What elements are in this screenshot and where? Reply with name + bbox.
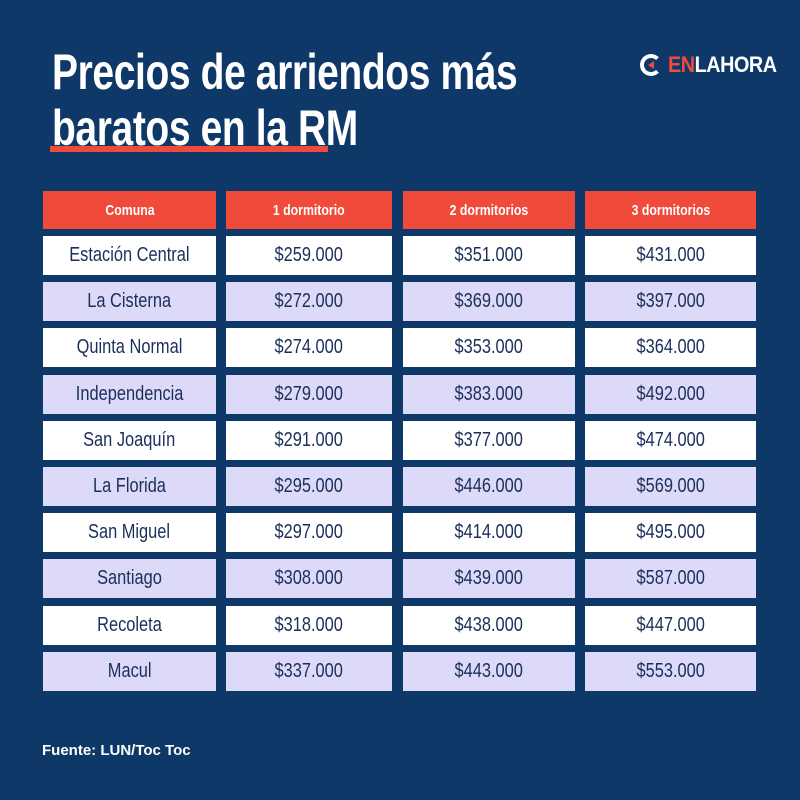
price-cell: $295.000 bbox=[226, 467, 392, 506]
logo-arrow-icon bbox=[640, 54, 662, 76]
column-header: 1 dormitorio bbox=[226, 191, 392, 229]
comuna-cell-text: Quinta Normal bbox=[76, 336, 183, 359]
price-cell-text: $438.000 bbox=[454, 613, 524, 636]
price-cell-text: $353.000 bbox=[454, 336, 524, 359]
page-title: Precios de arriendos más baratos en la R… bbox=[52, 44, 518, 156]
price-cell: $553.000 bbox=[585, 651, 756, 691]
column-header-text: 1 dormitorio bbox=[273, 201, 345, 219]
column-header: Comuna bbox=[43, 191, 216, 229]
comuna-cell: Quinta Normal bbox=[43, 328, 216, 368]
price-cell-text: $291.000 bbox=[274, 428, 344, 451]
price-cell-text: $414.000 bbox=[454, 521, 524, 544]
price-cell-text: $446.000 bbox=[454, 475, 524, 497]
price-cell: $297.000 bbox=[226, 513, 392, 553]
price-cell: $337.000 bbox=[226, 651, 392, 691]
price-cell-text: $439.000 bbox=[454, 567, 524, 590]
enlahora-logo: ENLAHORA bbox=[640, 52, 789, 78]
comuna-cell: Recoleta bbox=[43, 605, 216, 645]
price-cell: $587.000 bbox=[585, 559, 756, 599]
comuna-cell: Macul bbox=[43, 651, 216, 691]
price-cell: $291.000 bbox=[226, 420, 392, 460]
comuna-cell-text: La Cisterna bbox=[87, 290, 172, 313]
price-cell-text: $337.000 bbox=[274, 659, 344, 682]
comuna-cell: San Miguel bbox=[43, 513, 216, 553]
price-cell-text: $553.000 bbox=[636, 659, 705, 682]
price-cell-text: $397.000 bbox=[636, 290, 705, 313]
source-note: Fuente: LUN/Toc Toc bbox=[42, 742, 191, 759]
price-cell-text: $351.000 bbox=[454, 244, 524, 266]
price-cell-text: $492.000 bbox=[636, 382, 705, 405]
comuna-cell-text: Recoleta bbox=[97, 613, 162, 636]
comuna-cell-text: Santiago bbox=[97, 567, 162, 590]
price-cell-text: $308.000 bbox=[274, 567, 344, 590]
price-cell-text: $569.000 bbox=[636, 475, 705, 497]
price-cell: $274.000 bbox=[226, 328, 392, 368]
price-cell-text: $364.000 bbox=[636, 336, 705, 359]
price-cell: $369.000 bbox=[403, 282, 575, 322]
price-cell-text: $443.000 bbox=[454, 659, 524, 682]
column-header-text: Comuna bbox=[104, 201, 155, 219]
title-underline bbox=[50, 146, 328, 152]
price-cell: $492.000 bbox=[585, 374, 756, 414]
price-cell: $439.000 bbox=[403, 559, 575, 599]
price-cell-text: $272.000 bbox=[274, 290, 344, 313]
price-cell: $443.000 bbox=[403, 651, 575, 691]
price-cell: $447.000 bbox=[585, 605, 756, 645]
column-header: 2 dormitorios bbox=[403, 191, 575, 229]
price-cell-text: $495.000 bbox=[636, 521, 705, 544]
column-header-text: 2 dormitorios bbox=[449, 201, 529, 219]
price-cell: $318.000 bbox=[226, 605, 392, 645]
price-cell-text: $587.000 bbox=[636, 567, 705, 590]
comuna-cell-text: Macul bbox=[107, 659, 152, 682]
price-cell: $377.000 bbox=[403, 420, 575, 460]
column-header-text: 3 dormitorios bbox=[631, 201, 710, 219]
comuna-cell-text: La Florida bbox=[93, 475, 166, 497]
column-header: 3 dormitorios bbox=[585, 191, 756, 229]
comuna-cell-text: Estación Central bbox=[69, 244, 190, 266]
comuna-cell: La Cisterna bbox=[43, 282, 216, 322]
price-cell-text: $318.000 bbox=[274, 613, 344, 636]
title-line-1: Precios de arriendos más bbox=[52, 44, 518, 100]
price-cell-text: $297.000 bbox=[274, 521, 344, 544]
price-cell-text: $259.000 bbox=[274, 244, 344, 266]
price-cell-text: $431.000 bbox=[636, 244, 705, 266]
price-cell-text: $369.000 bbox=[454, 290, 524, 313]
price-cell: $353.000 bbox=[403, 328, 575, 368]
price-cell-text: $295.000 bbox=[274, 475, 344, 497]
price-cell: $308.000 bbox=[226, 559, 392, 599]
price-cell: $351.000 bbox=[403, 236, 575, 275]
price-cell: $446.000 bbox=[403, 467, 575, 506]
comuna-cell: Independencia bbox=[43, 374, 216, 414]
price-cell-text: $377.000 bbox=[454, 428, 524, 451]
comuna-cell-text: Independencia bbox=[75, 382, 184, 405]
price-cell-text: $447.000 bbox=[636, 613, 705, 636]
logo-text-lahora: LAHORA bbox=[694, 52, 777, 77]
comuna-cell: San Joaquín bbox=[43, 420, 216, 460]
price-cell: $414.000 bbox=[403, 513, 575, 553]
price-cell-text: $279.000 bbox=[274, 382, 344, 405]
price-cell: $495.000 bbox=[585, 513, 756, 553]
logo-text-en: EN bbox=[668, 52, 695, 77]
price-cell: $364.000 bbox=[585, 328, 756, 368]
price-cell: $397.000 bbox=[585, 282, 756, 322]
comuna-cell: Santiago bbox=[43, 559, 216, 599]
comuna-cell: Estación Central bbox=[43, 236, 216, 275]
price-cell-text: $474.000 bbox=[636, 428, 705, 451]
price-cell: $569.000 bbox=[585, 467, 756, 506]
price-cell: $431.000 bbox=[585, 236, 756, 275]
comuna-cell-text: San Miguel bbox=[88, 521, 171, 544]
price-cell-text: $274.000 bbox=[274, 336, 344, 359]
price-cell-text: $383.000 bbox=[454, 382, 524, 405]
price-cell: $474.000 bbox=[585, 420, 756, 460]
price-cell: $259.000 bbox=[226, 236, 392, 275]
comuna-cell: La Florida bbox=[43, 467, 216, 506]
price-cell: $279.000 bbox=[226, 374, 392, 414]
price-cell: $383.000 bbox=[403, 374, 575, 414]
comuna-cell-text: San Joaquín bbox=[83, 428, 176, 451]
price-cell: $438.000 bbox=[403, 605, 575, 645]
price-cell: $272.000 bbox=[226, 282, 392, 322]
